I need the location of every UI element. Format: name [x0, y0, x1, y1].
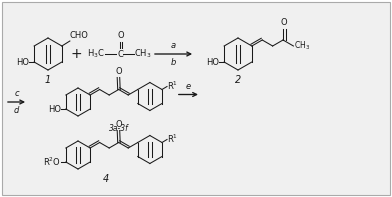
Text: a: a: [171, 41, 176, 50]
Text: R$^1$: R$^1$: [167, 79, 178, 92]
Text: HO: HO: [206, 58, 219, 67]
Text: c: c: [14, 89, 19, 98]
Text: O: O: [118, 31, 125, 40]
Text: b: b: [171, 58, 176, 67]
Text: C: C: [117, 49, 123, 59]
Text: +: +: [70, 47, 82, 61]
Text: O: O: [115, 120, 122, 128]
Text: H$_3$C: H$_3$C: [87, 48, 105, 60]
Text: 1: 1: [45, 75, 51, 85]
Text: d: d: [14, 106, 19, 115]
Text: 2: 2: [235, 75, 241, 85]
Text: CH$_3$: CH$_3$: [134, 48, 152, 60]
Text: CHO: CHO: [70, 31, 89, 40]
Text: R$^1$: R$^1$: [167, 132, 178, 145]
Text: R$^2$O: R$^2$O: [43, 156, 61, 168]
Text: 3a-3f: 3a-3f: [109, 124, 129, 133]
Text: 4: 4: [103, 174, 109, 184]
Text: HO: HO: [16, 58, 29, 67]
Text: e: e: [186, 82, 191, 90]
Text: O: O: [115, 67, 122, 75]
Text: O: O: [281, 18, 288, 27]
Text: CH$_3$: CH$_3$: [294, 40, 310, 52]
Text: HO: HO: [48, 104, 61, 113]
FancyBboxPatch shape: [2, 2, 390, 195]
